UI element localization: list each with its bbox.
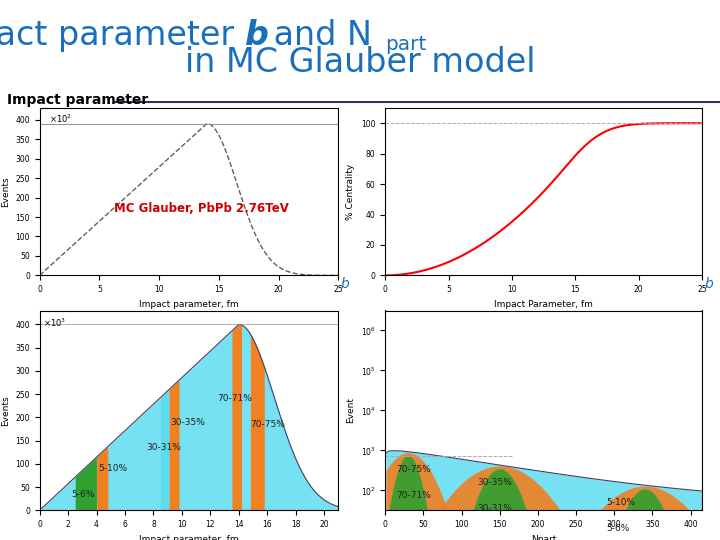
Text: 70-71%: 70-71% — [217, 394, 252, 403]
Y-axis label: Events: Events — [1, 177, 9, 207]
Text: 30-31%: 30-31% — [146, 443, 181, 452]
Text: Impact parameter: Impact parameter — [0, 18, 245, 52]
Text: b: b — [341, 277, 349, 291]
Y-axis label: % Centrality: % Centrality — [346, 164, 356, 220]
Text: 30-31%: 30-31% — [477, 504, 512, 513]
Text: $\times10^2$: $\times10^2$ — [48, 113, 71, 125]
Text: b: b — [245, 18, 269, 52]
Text: b: b — [704, 277, 713, 291]
Y-axis label: Events: Events — [1, 395, 9, 426]
Text: 30-35%: 30-35% — [477, 478, 512, 488]
Text: 5-10%: 5-10% — [98, 464, 127, 473]
Text: $\times10^3$: $\times10^3$ — [42, 316, 66, 329]
X-axis label: Impact Parameter, fm: Impact Parameter, fm — [494, 300, 593, 309]
Y-axis label: Event: Event — [346, 397, 355, 423]
Text: and N: and N — [263, 18, 372, 52]
Text: 5-10%: 5-10% — [606, 498, 636, 508]
Text: 70-71%: 70-71% — [397, 491, 431, 500]
X-axis label: Impact parameter, fm: Impact parameter, fm — [139, 535, 239, 540]
Text: 30-35%: 30-35% — [171, 417, 205, 427]
Text: 70-75%: 70-75% — [250, 420, 285, 429]
Text: part: part — [385, 35, 426, 54]
Text: 70-75%: 70-75% — [397, 465, 431, 474]
Text: 5-6%: 5-6% — [606, 524, 630, 534]
X-axis label: Impact parameter, fm: Impact parameter, fm — [139, 300, 239, 309]
Text: in MC Glauber model: in MC Glauber model — [185, 45, 535, 79]
Text: Impact parameter: Impact parameter — [7, 93, 148, 107]
Text: MC Glauber, PbPb 2.76TeV: MC Glauber, PbPb 2.76TeV — [114, 202, 289, 215]
Text: 5-6%: 5-6% — [71, 490, 94, 498]
X-axis label: Npart: Npart — [531, 535, 557, 540]
